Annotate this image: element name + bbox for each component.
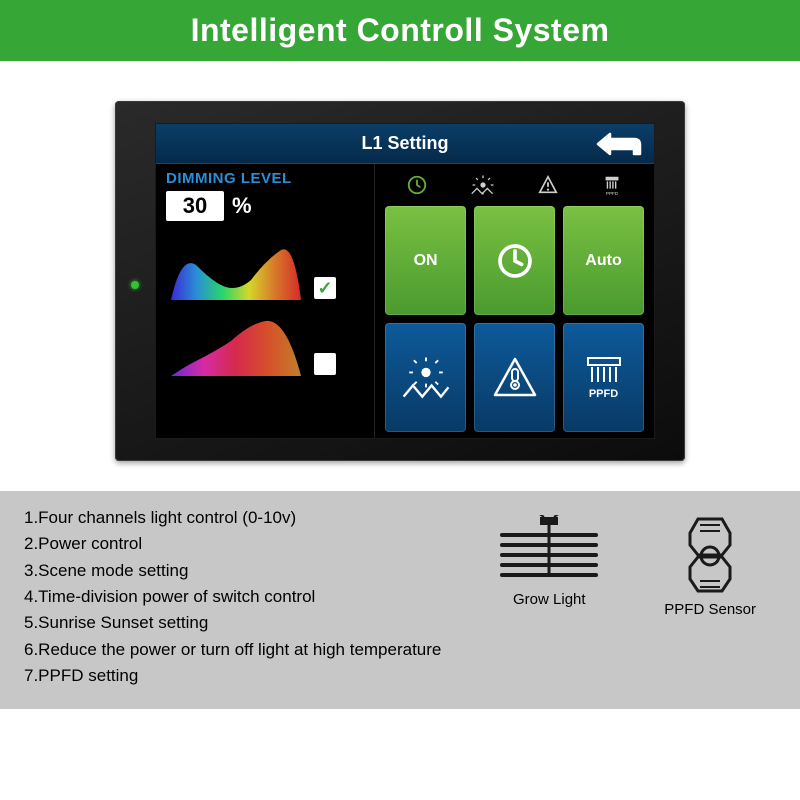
temp-warn-icon bbox=[490, 355, 540, 401]
auto-button-label: Auto bbox=[585, 252, 621, 270]
grow-light-label: Grow Light bbox=[513, 591, 586, 608]
clock-icon bbox=[495, 241, 535, 281]
back-button[interactable] bbox=[588, 128, 648, 160]
device-screen: L1 Setting DIMMING LEVEL 30 bbox=[155, 123, 655, 439]
ppfd-sensor-icon bbox=[680, 515, 740, 595]
feature-item: 3.Scene mode setting bbox=[24, 558, 474, 584]
screen-body: DIMMING LEVEL 30 % bbox=[156, 164, 654, 438]
feature-item: 1.Four channels light control (0-10v) bbox=[24, 505, 474, 531]
grow-light-icon bbox=[494, 515, 604, 585]
product-icons: Grow Light PPFD Sensor bbox=[494, 505, 776, 689]
clock-button[interactable] bbox=[474, 206, 555, 315]
screen-title: L1 Setting bbox=[361, 133, 448, 154]
sunrise-icon bbox=[398, 355, 454, 401]
temp-button[interactable] bbox=[474, 323, 555, 432]
device-area: L1 Setting DIMMING LEVEL 30 bbox=[0, 61, 800, 491]
sunrise-button[interactable] bbox=[385, 323, 466, 432]
spectrum-row-2 bbox=[166, 311, 364, 381]
mode-indicator-row: PPFD bbox=[385, 170, 644, 200]
ppfd-small-icon bbox=[582, 356, 626, 386]
spectrum-1-checkbox[interactable]: ✓ bbox=[314, 277, 336, 299]
auto-button[interactable]: Auto bbox=[563, 206, 644, 315]
ppfd-button-label: PPFD bbox=[589, 388, 618, 400]
feature-item: 2.Power control bbox=[24, 531, 474, 557]
ppfd-button[interactable]: PPFD bbox=[563, 323, 644, 432]
sunrise-icon bbox=[470, 174, 496, 196]
mode-button-grid: ON Auto bbox=[385, 206, 644, 432]
dimming-value[interactable]: 30 bbox=[166, 191, 224, 221]
grow-light-product: Grow Light bbox=[494, 515, 604, 608]
page-title: Intelligent Controll System bbox=[191, 12, 610, 48]
on-button[interactable]: ON bbox=[385, 206, 466, 315]
bottom-section: 1.Four channels light control (0-10v) 2.… bbox=[0, 491, 800, 709]
device-frame: L1 Setting DIMMING LEVEL 30 bbox=[115, 101, 685, 461]
spectrum-icon bbox=[166, 311, 306, 381]
temp-warn-icon bbox=[537, 174, 559, 196]
spectrum-2-checkbox[interactable] bbox=[314, 353, 336, 375]
svg-text:PPFD: PPFD bbox=[606, 191, 619, 196]
ppfd-icon: PPFD bbox=[601, 174, 623, 196]
dimming-value-row: 30 % bbox=[166, 191, 364, 221]
dimming-label: DIMMING LEVEL bbox=[166, 170, 364, 187]
dimming-panel: DIMMING LEVEL 30 % bbox=[156, 164, 375, 438]
screen-title-bar: L1 Setting bbox=[156, 124, 654, 164]
spectrum-row-1: ✓ bbox=[166, 235, 364, 305]
ppfd-sensor-product: PPFD Sensor bbox=[664, 515, 756, 618]
feature-list: 1.Four channels light control (0-10v) 2.… bbox=[24, 505, 474, 689]
mode-panel: PPFD ON bbox=[375, 164, 654, 438]
check-icon: ✓ bbox=[317, 278, 332, 299]
ppfd-sensor-label: PPFD Sensor bbox=[664, 601, 756, 618]
dimming-unit: % bbox=[232, 193, 252, 219]
page-title-bar: Intelligent Controll System bbox=[0, 0, 800, 61]
feature-item: 7.PPFD setting bbox=[24, 663, 474, 689]
feature-item: 4.Time-division power of switch control bbox=[24, 584, 474, 610]
feature-item: 6.Reduce the power or turn off light at … bbox=[24, 637, 474, 663]
feature-item: 5.Sunrise Sunset setting bbox=[24, 610, 474, 636]
clock-icon bbox=[406, 174, 428, 196]
spectrum-icon bbox=[166, 235, 306, 305]
back-arrow-icon bbox=[594, 131, 642, 157]
status-led-icon bbox=[131, 281, 139, 289]
on-button-label: ON bbox=[414, 252, 438, 270]
